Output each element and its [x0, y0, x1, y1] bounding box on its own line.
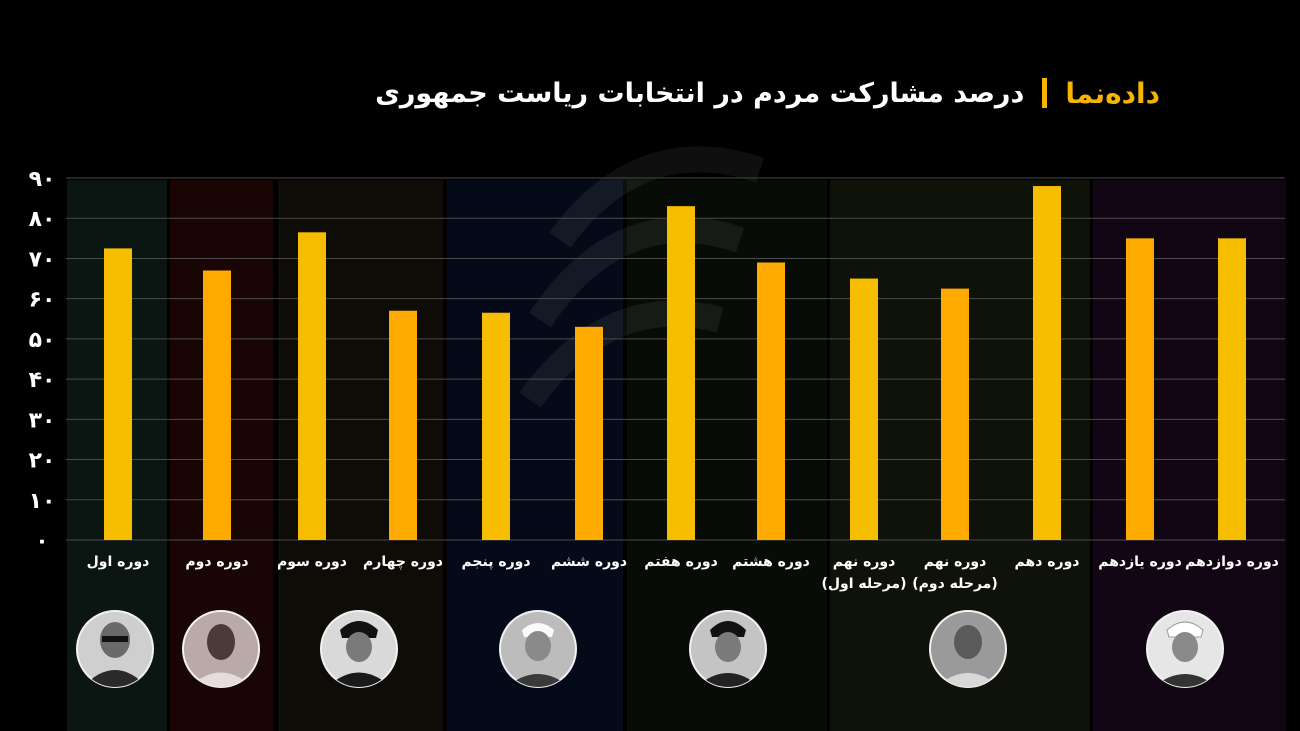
x-tick-label: دوره هفتم [644, 554, 718, 570]
y-tick-label: ۵۰ [29, 328, 56, 353]
bar [482, 312, 510, 540]
x-tick-label: دوره یازدهم [1098, 554, 1182, 570]
x-tick-label: دوره اول [87, 554, 150, 570]
x-axis-labels: دوره اول دوره دوم دوره سوم دوره چهارم دوره پ… [87, 554, 1279, 592]
x-tick-label: دوره سوم [277, 554, 347, 570]
bar [941, 288, 969, 540]
x-tick-label: دوره دوم [185, 554, 248, 570]
x-tick-label: دوره چهارم [363, 554, 443, 570]
chart-title: درصد مشارکت مردم در انتخابات ریاست جمهور… [375, 77, 1025, 109]
bar [575, 326, 603, 540]
x-tick-label: دوره هشتم [732, 554, 810, 570]
bar [757, 262, 785, 540]
x-tick-label: دوره پنجم [461, 554, 530, 570]
y-tick-label: ۳۰ [29, 408, 56, 433]
bar [1126, 238, 1154, 541]
portrait-icon-6 [929, 610, 1007, 688]
bar [1033, 186, 1061, 541]
y-tick-label: ۴۰ [29, 368, 56, 393]
bar [203, 270, 231, 540]
bar [298, 232, 326, 541]
bar [104, 248, 132, 540]
x-tick-label: دوره نهم (مرحله دوم) [912, 554, 998, 592]
x-tick-label: دوره دوازدهم [1185, 554, 1279, 570]
y-tick-label: ۱۰ [29, 489, 56, 514]
bar [389, 310, 417, 540]
y-tick-label: ۷۰ [29, 247, 56, 272]
chart-header: درصد مشارکت مردم در انتخابات ریاست جمهور… [375, 68, 1160, 118]
header-separator [1042, 78, 1048, 108]
y-tick-label: ۲۰ [29, 449, 56, 474]
bar [850, 278, 878, 540]
portrait-icon-1 [76, 610, 154, 688]
y-axis-ticks: ۰ ۱۰ ۲۰ ۳۰ ۴۰ ۵۰ ۶۰ ۷۰ ۸۰ ۹۰ [29, 167, 56, 554]
bar [667, 206, 695, 540]
y-tick-label: ۰ [35, 529, 48, 554]
y-tick-label: ۸۰ [29, 207, 56, 232]
bar [1218, 238, 1246, 541]
brand-logo: داده‌نما [1065, 76, 1160, 110]
y-tick-label: ۹۰ [29, 167, 56, 192]
portrait-icon-2 [182, 610, 260, 688]
x-tick-label: دوره ششم [551, 554, 627, 570]
y-tick-label: ۶۰ [29, 288, 56, 313]
portrait-icon-4 [499, 610, 577, 688]
portrait-icon-7 [1146, 610, 1224, 688]
x-tick-label: دوره دهم [1015, 554, 1080, 570]
bars [104, 186, 1246, 541]
x-tick-label: دوره نهم (مرحله اول) [822, 554, 907, 592]
